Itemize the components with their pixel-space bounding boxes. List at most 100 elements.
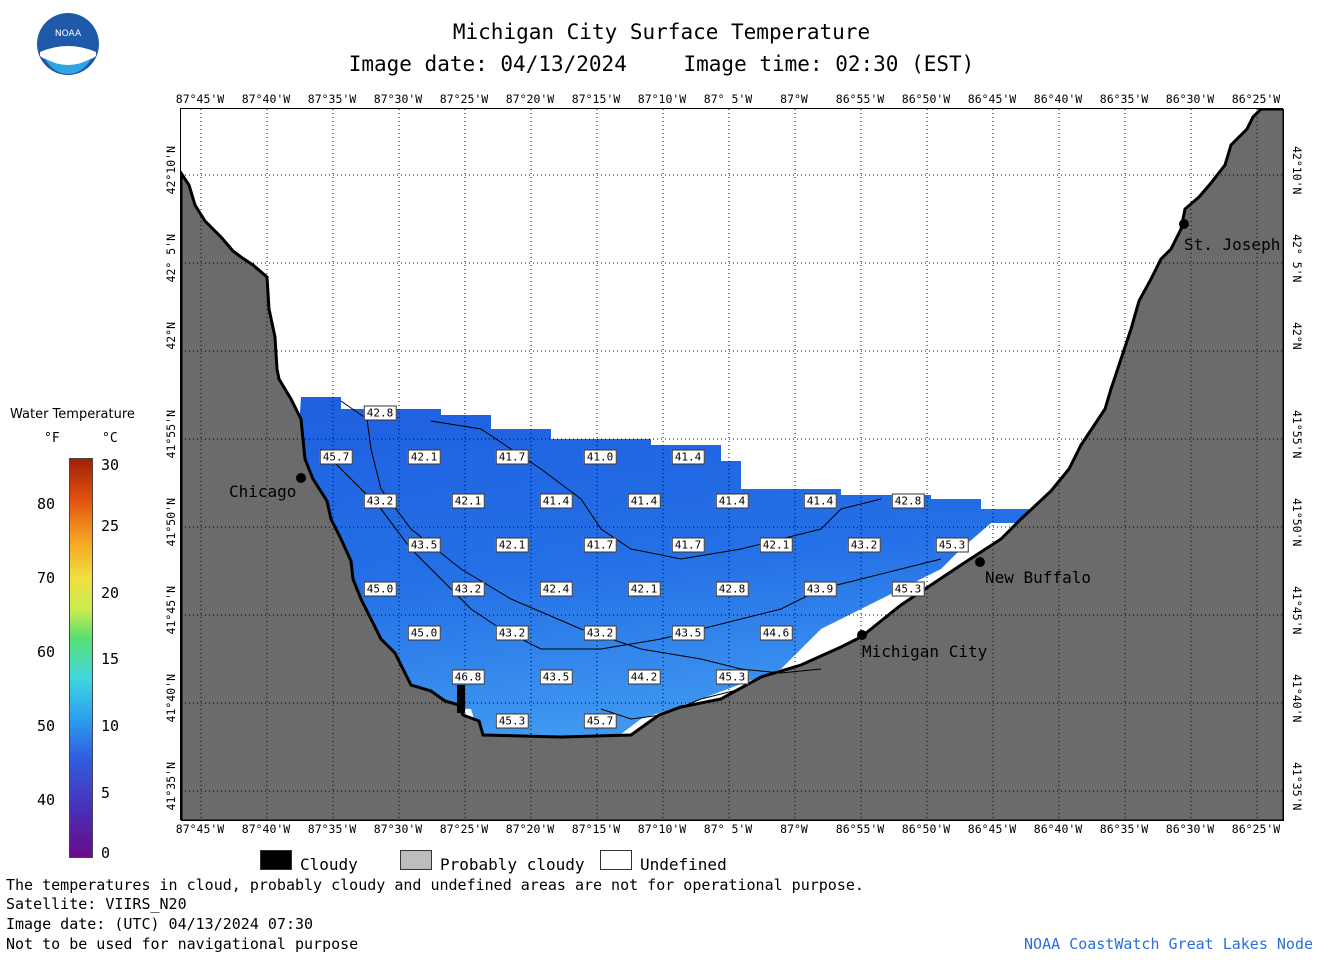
- longitude-label: 87°25'W: [439, 92, 489, 106]
- longitude-label: 86°55'W: [835, 92, 885, 106]
- latitude-label: 42°N: [1290, 322, 1304, 350]
- legend-c-tick: 0: [101, 844, 111, 862]
- longitude-label: 86°30'W: [1165, 92, 1215, 106]
- legend-colorbar: [69, 458, 93, 858]
- longitude-label: 87°15'W: [571, 92, 621, 106]
- temperature-label: 43.2: [847, 537, 881, 553]
- temperature-label: 41.4: [539, 493, 573, 509]
- legend-f-tick: 70: [37, 569, 56, 587]
- temperature-label: 42.8: [363, 405, 397, 421]
- temperature-label: 41.7: [671, 537, 705, 553]
- legend-f-tick: 60: [37, 643, 56, 661]
- latitude-label: 41°50'N: [1290, 498, 1304, 547]
- longitude-label: 87°20'W: [505, 822, 555, 836]
- michigan-city-marker: [857, 630, 867, 640]
- latitude-label: 41°45'N: [1290, 586, 1304, 635]
- city-new-buffalo: New Buffalo: [985, 568, 1091, 587]
- legend-c-tick: 10: [101, 717, 120, 735]
- longitude-label: 86°30'W: [1165, 822, 1215, 836]
- latitude-label: 42° 5'N: [164, 234, 178, 283]
- longitude-label: 87°30'W: [373, 822, 423, 836]
- temperature-label: 46.8: [451, 669, 485, 685]
- temperature-label: 41.7: [495, 449, 529, 465]
- longitude-label: 86°25'W: [1231, 92, 1281, 106]
- temperature-label: 45.7: [583, 713, 617, 729]
- longitude-label: 87°35'W: [307, 92, 357, 106]
- longitude-label: 86°55'W: [835, 822, 885, 836]
- temperature-label: 45.3: [495, 713, 529, 729]
- city-st-joseph: St. Joseph: [1184, 235, 1281, 254]
- undefined-swatch: [600, 850, 632, 870]
- longitude-label: 87°15'W: [571, 822, 621, 836]
- longitude-label: 86°35'W: [1099, 822, 1149, 836]
- city-chicago: Chicago: [229, 482, 297, 501]
- temperature-label: 42.4: [539, 581, 573, 597]
- longitude-label: 87°20'W: [505, 92, 555, 106]
- legend-unit-c: °C: [102, 431, 118, 446]
- noaa-logo: NOAA: [37, 13, 99, 75]
- legend-f-tick: 40: [37, 791, 56, 809]
- longitude-label: 87°30'W: [373, 92, 423, 106]
- latitude-label: 42°10'N: [164, 146, 178, 195]
- longitude-label: 87° 5'W: [703, 92, 753, 106]
- map-canvas: [179, 107, 1286, 823]
- image-date: Image date: 04/13/2024: [348, 52, 627, 76]
- latitude-label: 41°55'N: [164, 410, 178, 459]
- longitude-label: 87°W: [780, 92, 808, 106]
- temperature-label: 42.1: [451, 493, 485, 509]
- temperature-label: 43.2: [363, 493, 397, 509]
- longitude-label: 86°35'W: [1099, 92, 1149, 106]
- temperature-label: 44.6: [759, 625, 793, 641]
- legend-c-tick: 20: [101, 584, 120, 602]
- image-datetime: Image date: 04/13/2024 Image time: 02:30…: [0, 52, 1323, 76]
- new-buffalo-marker: [975, 557, 985, 567]
- graticule: [181, 109, 1284, 821]
- latitude-label: 42°10'N: [1290, 146, 1304, 195]
- footer-credit: NOAA CoastWatch Great Lakes Node: [1024, 935, 1313, 953]
- longitude-label: 87°10'W: [637, 92, 687, 106]
- longitude-label: 87° 5'W: [703, 822, 753, 836]
- latitude-label: 42°N: [164, 322, 178, 350]
- longitude-label: 87°25'W: [439, 822, 489, 836]
- longitude-label: 87°10'W: [637, 822, 687, 836]
- temperature-label: 45.0: [363, 581, 397, 597]
- footer-satellite: Satellite: VIIRS_N20: [6, 895, 187, 913]
- water-area: [281, 397, 1029, 741]
- temperature-label: 41.4: [627, 493, 661, 509]
- longitude-label: 87°40'W: [241, 822, 291, 836]
- temperature-label: 43.2: [583, 625, 617, 641]
- longitude-label: 86°50'W: [901, 92, 951, 106]
- longitude-label: 87°W: [780, 822, 808, 836]
- legend-c-tick: 5: [101, 784, 111, 802]
- footer-disclaimer: The temperatures in cloud, probably clou…: [6, 876, 864, 894]
- temperature-label: 43.5: [407, 537, 441, 553]
- longitude-label: 87°45'W: [175, 92, 225, 106]
- temperature-label: 42.1: [627, 581, 661, 597]
- image-time: Image time: 02:30 (EST): [683, 52, 975, 76]
- longitude-label: 86°40'W: [1033, 92, 1083, 106]
- legend-title: Water Temperature: [10, 407, 135, 422]
- longitude-label: 86°45'W: [967, 92, 1017, 106]
- temperature-label: 43.5: [539, 669, 573, 685]
- temperature-label: 42.8: [715, 581, 749, 597]
- footer-utc-date: Image date: (UTC) 04/13/2024 07:30: [6, 915, 314, 933]
- legend-unit-f: °F: [44, 431, 60, 446]
- longitude-label: 87°45'W: [175, 822, 225, 836]
- temperature-label-layer: 42.8 45.7 42.1 41.7 41.0 41.4 43.2 42.1 41.4 41.4…: [180, 108, 1283, 820]
- latitude-label: 41°45'N: [164, 586, 178, 635]
- probably-cloudy-swatch: [400, 850, 432, 870]
- temperature-label: 41.4: [715, 493, 749, 509]
- temperature-label: 43.5: [671, 625, 705, 641]
- temperature-label: 42.8: [891, 493, 925, 509]
- latitude-label: 41°55'N: [1290, 410, 1304, 459]
- cloudy-patch: [457, 685, 465, 713]
- temperature-label: 41.0: [583, 449, 617, 465]
- probably-cloudy-label: Probably cloudy: [440, 855, 585, 874]
- temperature-label: 45.3: [891, 581, 925, 597]
- map-title: Michigan City Surface Temperature: [452, 20, 871, 44]
- st-joseph-marker: [1179, 219, 1189, 229]
- temperature-label: 45.0: [407, 625, 441, 641]
- legend-c-tick: 30: [101, 456, 120, 474]
- legend-f-tick: 50: [37, 717, 56, 735]
- temperature-label: 43.2: [451, 581, 485, 597]
